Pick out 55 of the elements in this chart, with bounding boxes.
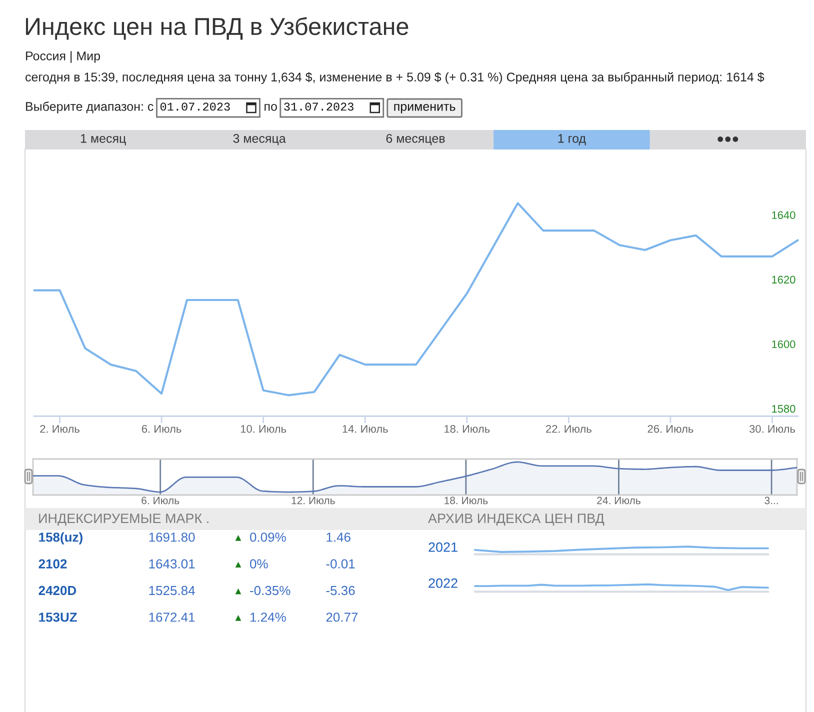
text: 158(uz) [39,532,82,544]
x-tick-label: 24. Июль [597,496,640,504]
text: сегодня в 15:39, последняя цена за тонну 1,634 $, изменение в + 5.09 $ (+ 0.31 %) Средняя цена за выбранный период: 1614 $ [26,72,764,84]
text: ▲ [235,615,242,621]
y-axis-title: 2021 [428,542,458,552]
text: ИНДЕКСИРУЕМЫЕ МАРК . [39,514,208,526]
x-tick-label: 26. Июль [648,424,694,433]
text: 2420D [38,586,76,596]
text: 3 месяца [233,134,286,146]
text: 1.46 [326,532,350,542]
text: ▲ [235,588,242,594]
text: ▲ [235,562,242,568]
text: применить [394,104,456,114]
y-tick-label: 1580 [772,404,796,413]
x-tick-label: 12. Июль [292,496,335,504]
x-tick-label: 6. Июль [142,496,180,504]
text: -0.35% [250,586,290,596]
text: 31.07.2023 [284,102,354,111]
x-tick-label: 14. Июль [342,425,388,433]
text: 1525.84 [149,586,195,596]
text: Выберите диапазон: с [26,102,154,114]
y-axis-title: 2022 [428,578,458,588]
text: ●●● [718,136,738,142]
line-series [33,202,799,396]
x-tick-label: 18. Июль [444,424,490,433]
chart-subtitle: Россия | Мир [26,51,100,63]
x-tick-label: 2. Июль [40,424,80,433]
text: 1691.80 [149,532,195,542]
y-tick-label: 1620 [772,276,796,284]
text: 1 месяц [80,134,126,146]
text: 6 месяцев [386,134,445,146]
text: по [264,104,277,111]
chart-title: Индекс цен на ПВД в Узбекистане [26,17,408,40]
text: 1 год [558,134,586,146]
text: 1672.41 [149,612,195,622]
y-tick-label: 1600 [772,340,796,348]
text: 153UZ [39,612,77,622]
text: 1643.01 [149,559,195,568]
text: -5.36 [326,586,355,596]
text: 0.09% [250,532,286,542]
text: 1.24% [250,612,286,622]
x-tick-label: 10. Июль [240,424,286,433]
x-tick-label: 3... [764,496,778,504]
x-tick-label: 6. Июль [142,424,182,433]
text: 20.77 [326,612,358,622]
chart-title: АРХИВ ИНДЕКСА ЦЕН ПВД [428,514,604,526]
y-tick-label: 1640 [772,211,796,220]
text: 0% [250,559,268,568]
text: -0.01 [326,559,355,568]
text: 01.07.2023 [160,102,230,111]
x-tick-label: 22. Июль [546,424,592,433]
text: 2102 [38,559,67,568]
x-tick-label: 18. Июль [444,496,488,504]
x-tick-label: 30. Июль [749,424,796,433]
text: ▲ [235,535,242,541]
